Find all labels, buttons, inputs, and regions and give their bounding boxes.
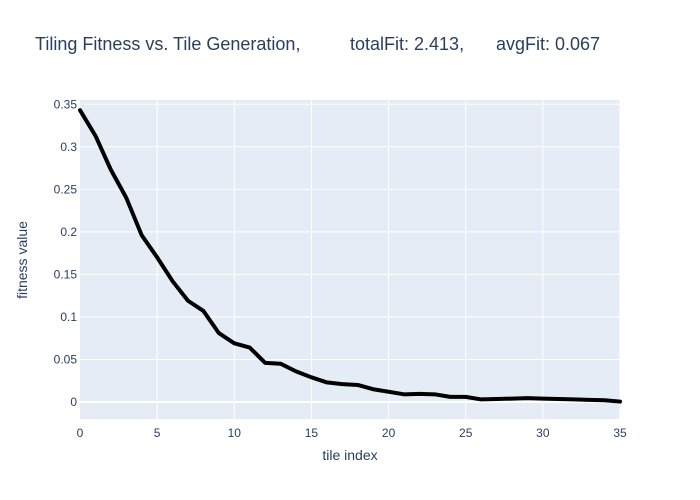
y-tick-label: 0.1 xyxy=(60,310,77,324)
y-tick-labels: 0 0.05 0.1 0.15 0.2 0.25 0.3 0.35 xyxy=(54,97,78,409)
y-tick-label: 0.25 xyxy=(54,182,78,196)
x-axis-title: tile index xyxy=(322,447,377,463)
y-tick-label: 0.2 xyxy=(60,225,77,239)
x-tick-label: 35 xyxy=(613,426,627,440)
y-tick-label: 0.35 xyxy=(54,97,78,111)
x-tick-label: 30 xyxy=(536,426,550,440)
x-tick-label: 25 xyxy=(459,426,473,440)
y-tick-label: 0.15 xyxy=(54,267,78,281)
y-tick-label: 0.05 xyxy=(54,352,78,366)
vertical-gridlines xyxy=(156,100,621,419)
chart-title-total-fit: totalFit: 2.413, xyxy=(350,34,464,54)
y-tick-label: 0 xyxy=(70,395,77,409)
x-tick-label: 15 xyxy=(305,426,319,440)
x-tick-label: 10 xyxy=(228,426,242,440)
series-layer xyxy=(78,108,622,404)
series-line-fitness xyxy=(78,108,622,404)
x-tick-labels: 0 5 10 15 20 25 30 35 xyxy=(77,426,627,440)
chart-title-main: Tiling Fitness vs. Tile Generation, xyxy=(35,34,300,54)
x-tick-label: 0 xyxy=(77,426,84,440)
x-tick-label: 5 xyxy=(154,426,161,440)
y-tick-label: 0.3 xyxy=(60,140,77,154)
y-axis-title: fitness value xyxy=(14,221,30,299)
chart-title-avg-fit: avgFit: 0.067 xyxy=(496,34,600,54)
plot-area xyxy=(80,100,620,419)
x-tick-label: 20 xyxy=(382,426,396,440)
